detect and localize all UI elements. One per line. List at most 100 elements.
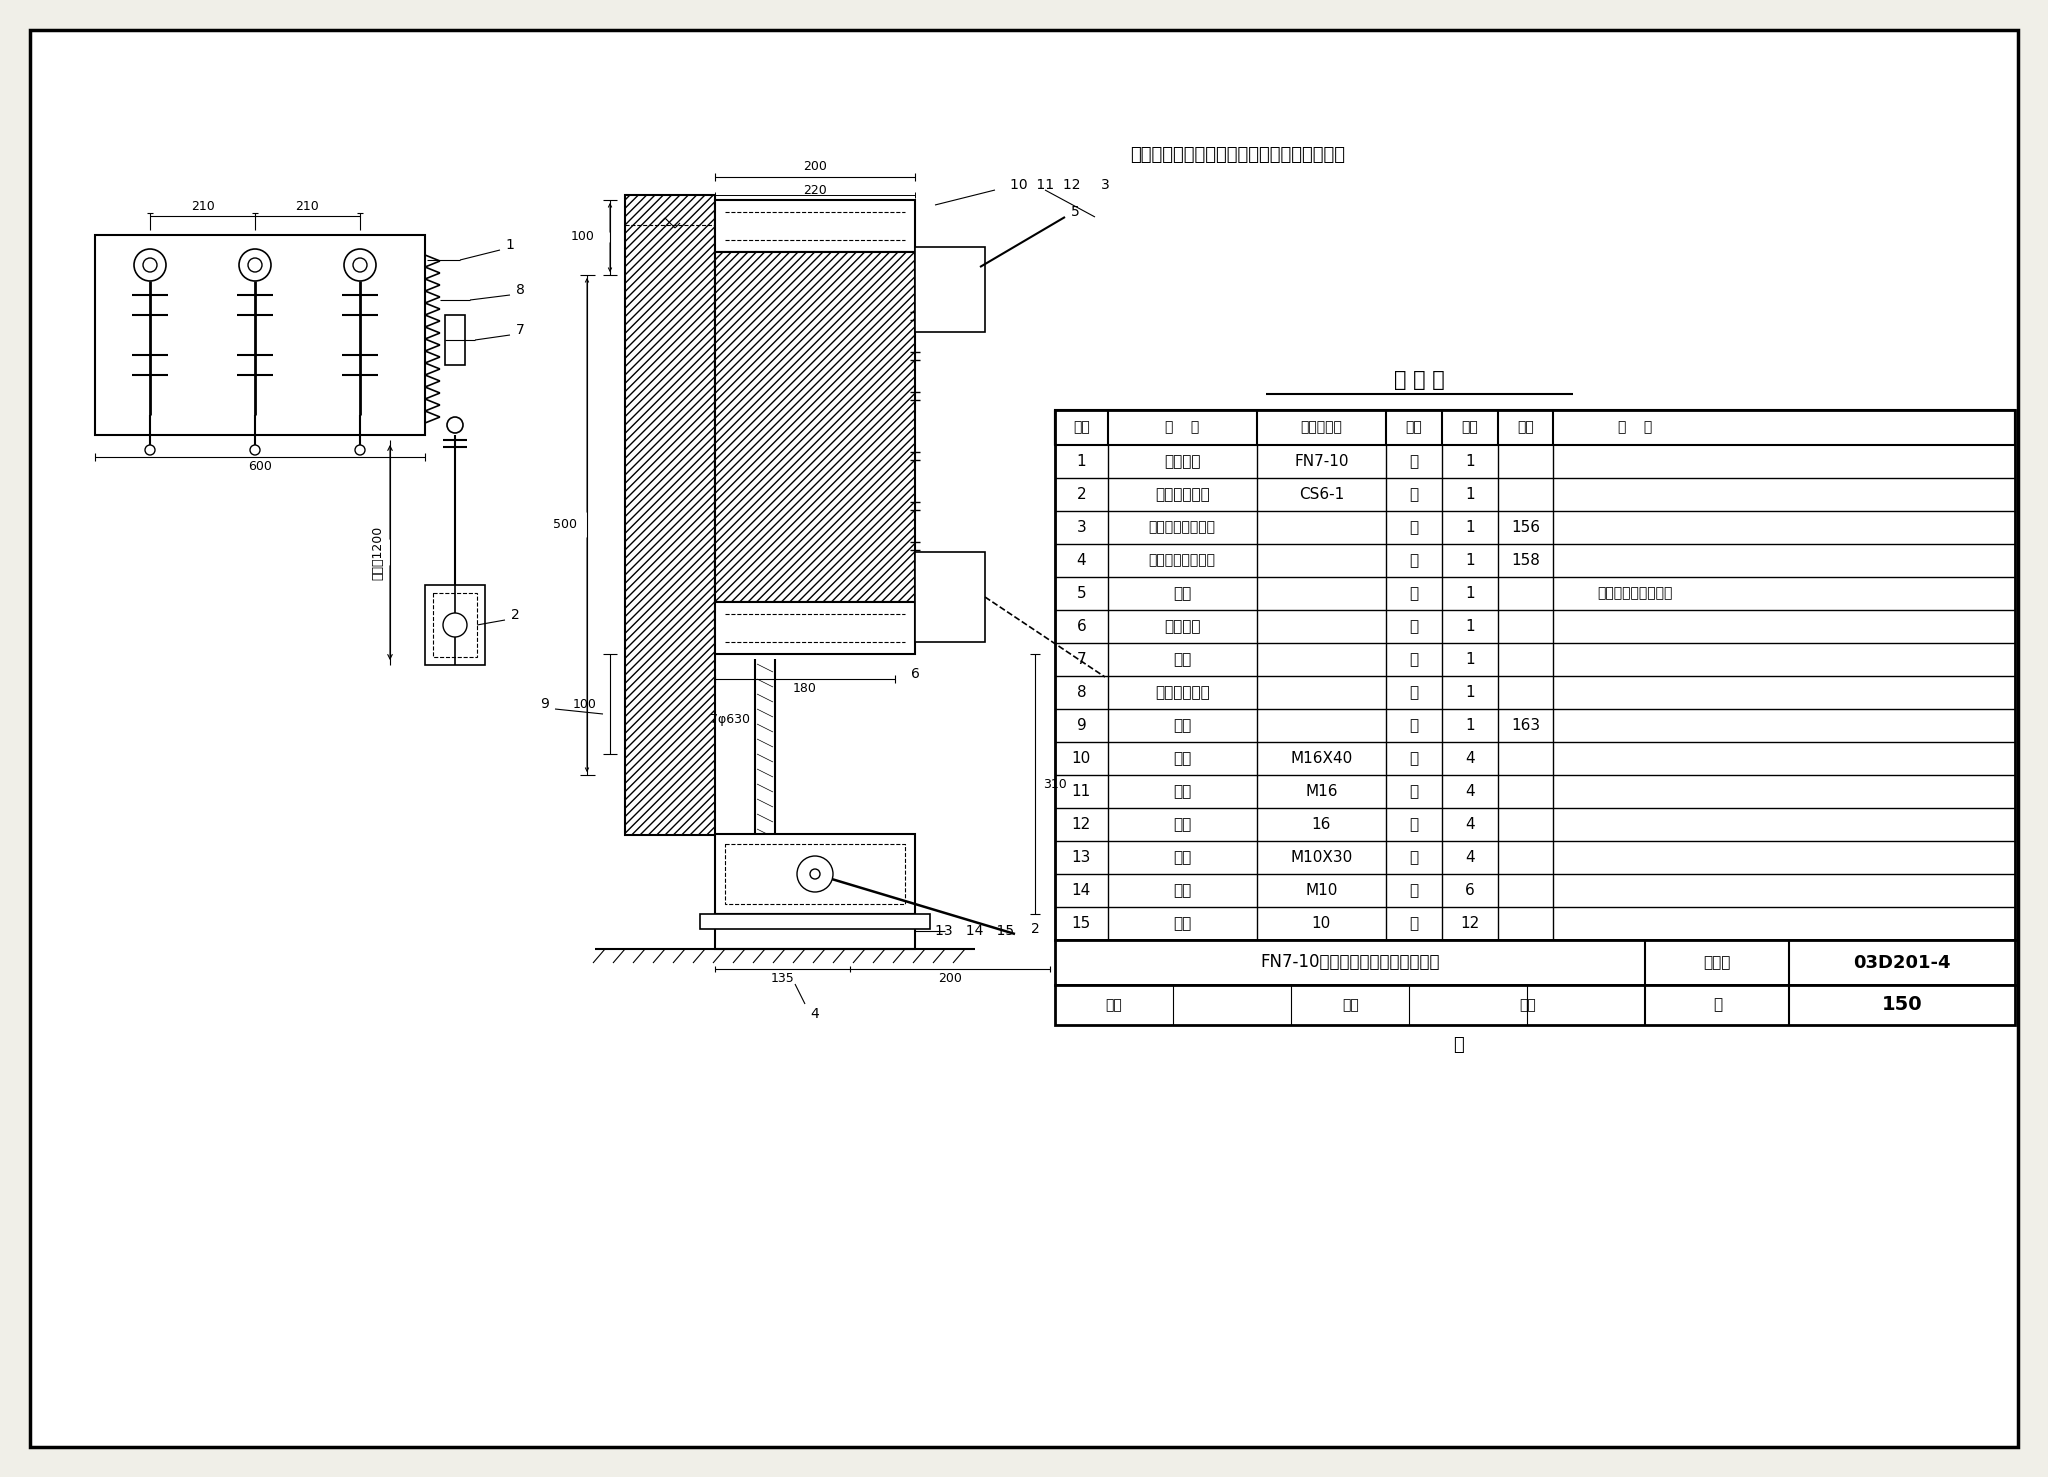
Text: 1: 1 [1464,487,1475,502]
Text: 3: 3 [1100,179,1110,192]
Text: 6: 6 [911,668,920,681]
Text: 个: 个 [1409,784,1419,799]
Text: 8: 8 [516,284,524,297]
Text: 1: 1 [1464,718,1475,733]
Text: 15: 15 [1071,916,1092,931]
Text: 10: 10 [1313,916,1331,931]
Text: 200: 200 [803,161,827,173]
Text: 1: 1 [1464,685,1475,700]
Circle shape [250,445,260,455]
Text: 100: 100 [571,230,594,244]
Text: 6: 6 [1077,619,1085,634]
Text: 个: 个 [1409,520,1419,535]
Circle shape [240,250,270,281]
Text: 名    称: 名 称 [1165,421,1200,434]
Text: 审核: 审核 [1106,998,1122,1012]
Text: 根: 根 [1409,619,1419,634]
Text: 2: 2 [510,609,520,622]
Text: 310: 310 [1042,777,1067,790]
Text: 8: 8 [1077,685,1085,700]
Text: 4: 4 [1464,750,1475,767]
Bar [1055,411,2015,939]
Bar [715,603,915,654]
Text: M16X40: M16X40 [1290,750,1352,767]
Text: 个: 个 [1409,685,1419,700]
Bar [715,199,915,253]
Bar [715,253,915,603]
Bar [426,585,485,665]
Text: 图集号: 图集号 [1704,956,1731,970]
Text: M16: M16 [1305,784,1337,799]
Text: 序号: 序号 [1073,421,1090,434]
Text: 螺母: 螺母 [1174,784,1192,799]
Text: 156: 156 [1511,520,1540,535]
Text: 个: 个 [1409,750,1419,767]
Text: 7: 7 [516,323,524,337]
Text: 2: 2 [1030,922,1040,936]
Text: 4: 4 [1077,552,1085,569]
Text: 数量: 数量 [1462,421,1479,434]
Text: 台: 台 [1409,487,1419,502]
Text: 210: 210 [190,201,215,214]
Bar [915,247,985,332]
Circle shape [352,258,367,272]
Bar [715,835,915,914]
Text: 14: 14 [1071,883,1092,898]
Bar [715,914,915,950]
Bar [700,914,930,929]
Text: FN7-10: FN7-10 [1294,453,1350,470]
Text: 明 细 表: 明 细 表 [1395,371,1446,390]
Text: 1: 1 [1464,619,1475,634]
Text: 7: 7 [1077,651,1085,668]
Circle shape [797,857,834,892]
Text: 9: 9 [541,697,549,710]
Bar [1055,939,2015,985]
Text: 12: 12 [1460,916,1479,931]
Circle shape [145,445,156,455]
Text: 6: 6 [1464,883,1475,898]
Circle shape [133,250,166,281]
Text: 弹簧储能机构: 弹簧储能机构 [1155,685,1210,700]
Circle shape [143,258,158,272]
Text: 个: 个 [1409,718,1419,733]
Text: 1: 1 [1464,520,1475,535]
Text: 校对: 校对 [1341,998,1358,1012]
Text: 10  11  12: 10 11 12 [1010,179,1079,192]
Text: 16: 16 [1311,817,1331,832]
Text: 10: 10 [1071,750,1092,767]
Text: 150: 150 [1882,995,1923,1015]
Text: 100: 100 [573,697,596,710]
Text: 个: 个 [1409,916,1419,931]
Text: 4: 4 [1464,817,1475,832]
Circle shape [248,258,262,272]
Text: 距地面1200: 距地面1200 [371,526,385,579]
Text: 说明：操动机构也可安装在负荷开关的右侧。: 说明：操动机构也可安装在负荷开关的右侧。 [1130,146,1346,164]
Text: 3: 3 [1077,520,1085,535]
Circle shape [442,613,467,637]
Circle shape [811,868,819,879]
Text: 1: 1 [1464,453,1475,470]
Text: 个: 个 [1409,849,1419,866]
Text: 1: 1 [1077,453,1085,470]
Bar [625,195,715,835]
Bar [444,315,465,365]
Circle shape [446,417,463,433]
Text: 13: 13 [1071,849,1092,866]
Text: 根: 根 [1409,651,1419,668]
Text: 拉杆: 拉杆 [1174,586,1192,601]
Text: 螺母: 螺母 [1174,883,1192,898]
Text: 负荷开关: 负荷开关 [1163,453,1200,470]
Text: 坠圈: 坠圈 [1174,916,1192,931]
Text: 7φ630: 7φ630 [711,712,750,725]
Bar [94,235,426,436]
Text: 螺杆: 螺杆 [1174,718,1192,733]
Text: 500: 500 [553,518,578,532]
Circle shape [354,445,365,455]
Text: 个: 个 [1409,552,1419,569]
Text: 1: 1 [1464,552,1475,569]
Text: 转轴: 转轴 [1174,651,1192,668]
Text: 4: 4 [1464,849,1475,866]
Text: 1: 1 [506,238,514,253]
Text: 操动机构安装支架: 操动机构安装支架 [1149,554,1217,567]
Text: 坠圈: 坠圈 [1174,817,1192,832]
